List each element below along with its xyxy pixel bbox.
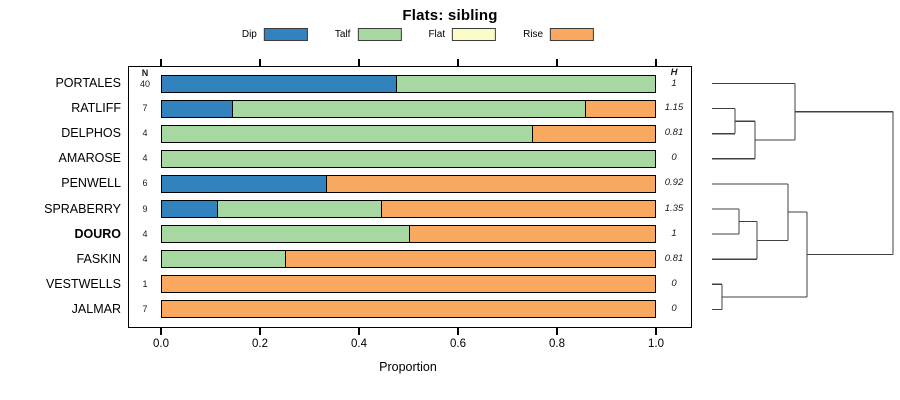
legend-swatch-dip [263,28,308,41]
h-value: 0 [671,277,677,289]
n-value: 4 [142,253,148,264]
x-axis-tick-bottom [556,328,558,335]
h-value: 0 [671,152,677,164]
legend-swatch-rise [550,28,595,41]
row-label-delphos: DELPHOS [61,126,121,141]
legend-item-dip: Dip [242,28,308,41]
bar-segment-rise [531,125,655,142]
bar-segment-dip [162,75,397,92]
h-value: 1 [671,227,677,239]
n-value-text: 40 [139,78,150,89]
x-axis-tick-label: 0.8 [549,338,565,350]
bar-amarose [161,149,656,168]
bar-segment-rise [584,100,655,117]
x-axis-tick-label: 1.0 [648,338,664,350]
x-axis-tick-bottom [655,328,657,335]
legend-item-talf: Talf [335,28,402,41]
bar-segment-dip [162,175,327,192]
legend-label: Rise [523,29,544,40]
h-value: 1.15 [664,102,684,114]
row-label-jalmar: JALMAR [71,301,121,316]
bar-segment-talf [396,75,655,92]
bar-spraberry [161,200,656,218]
legend-label: Dip [241,29,257,40]
bar-ratliff [161,99,656,118]
chart-title: Flats: sibling [402,7,498,24]
bar-segment-talf [162,251,286,268]
legend-label: Flat [428,29,446,40]
bar-segment-rise [326,175,655,192]
x-axis-tick-bottom [358,328,360,335]
row-label-ratliff: RATLIFF [71,101,121,116]
bar-segment-talf [162,226,409,243]
bar-penwell [161,174,656,193]
row-label-amarose: AMAROSE [58,151,121,166]
x-axis-tick-top [160,59,162,66]
row-label-spraberry: SPRABERRY [44,201,121,216]
h-value: 1.35 [664,202,684,214]
bar-segment-rise [285,251,655,268]
h-value: 0.92 [664,177,684,189]
n-value: 7 [142,303,148,314]
bar-segment-dip [162,100,233,117]
bar-douro [161,225,656,244]
bar-segment-talf [162,150,655,167]
x-axis-tick-bottom [160,328,162,335]
bar-segment-dip [162,201,217,217]
bar-vestwells [161,275,656,294]
bar-segment-talf [162,125,532,142]
bar-portales [161,74,656,93]
h-value-text: 1 [671,77,677,89]
bar-faskin [161,250,656,269]
n-value: 6 [142,178,148,189]
x-axis-tick-label: 0.0 [153,338,169,350]
bar-segment-rise [381,201,655,217]
bar-segment-rise [408,226,655,243]
n-value: 7 [142,103,148,114]
legend-item-rise: Rise [523,28,595,41]
bar-segment-talf [232,100,585,117]
n-value: N 40 [131,68,159,89]
row-label-vestwells: VESTWELLS [45,276,121,291]
x-axis-tick-top [358,59,360,66]
bar-jalmar [161,300,656,319]
bar-delphos [161,124,656,143]
n-value: 4 [142,153,148,164]
legend-swatch-talf [357,28,402,41]
x-axis-tick-bottom [457,328,459,335]
row-label-douro: DOURO [74,226,121,241]
legend-label: Talf [334,29,351,40]
bar-segment-rise [162,276,655,293]
row-label-portales: PORTALES [55,76,121,90]
legend-item-flat: Flat [428,28,497,41]
x-axis-tick-top [655,59,657,66]
x-axis-tick-label: 0.4 [351,338,367,350]
h-value: 0 [671,302,677,314]
n-column-header: N [141,68,149,78]
legend-swatch-flat [452,28,497,41]
h-value: 0.81 [664,127,684,139]
n-value: 4 [142,228,148,239]
row-label-penwell: PENWELL [61,176,121,191]
x-axis-tick-top [556,59,558,66]
bar-segment-rise [162,301,655,318]
x-axis-tick-bottom [259,328,261,335]
x-axis-tick-label: 0.6 [450,338,466,350]
x-axis-tick-label: 0.2 [252,338,268,350]
n-value: 4 [142,128,148,139]
legend: Dip Talf Flat Rise [242,28,595,41]
n-value: 1 [142,278,148,289]
row-label-faskin: FASKIN [76,251,121,266]
h-value: 0.81 [664,252,684,264]
x-axis-tick-top [259,59,261,66]
x-axis-title: Proportion [379,360,437,374]
bar-segment-talf [216,201,382,217]
h-column-header: H [670,67,678,78]
n-value: 9 [142,203,148,214]
x-axis-tick-top [457,59,459,66]
